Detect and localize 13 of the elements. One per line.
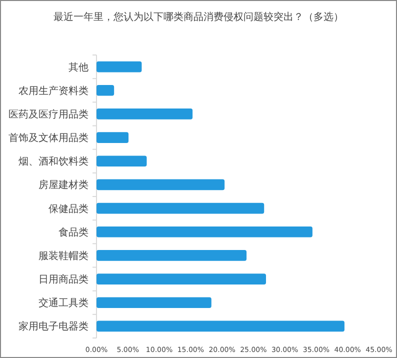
y-tick-label: 家用电子电器类 bbox=[18, 320, 88, 333]
y-tick-label: 保健品类 bbox=[48, 202, 88, 215]
y-tick-label: 服装鞋帽类 bbox=[38, 250, 88, 262]
y-tick-label: 食品类 bbox=[58, 226, 88, 238]
chart-title: 最近一年里，您认为以下哪类商品消费侵权问题较突出？（多选） bbox=[54, 11, 344, 23]
y-tick-label: 首饰及文体用品类 bbox=[8, 132, 88, 144]
y-tick-label: 其他 bbox=[68, 61, 88, 74]
y-tick-label: 日用商品类 bbox=[38, 274, 88, 286]
y-tick-label: 交通工具类 bbox=[38, 297, 88, 310]
y-tick-label: 农用生产资料类 bbox=[18, 84, 88, 97]
y-tick-label: 烟、酒和饮料类 bbox=[18, 156, 88, 168]
y-tick-label: 医药及医疗用品类 bbox=[8, 108, 88, 120]
y-tick-label: 房屋建材类 bbox=[38, 179, 88, 192]
